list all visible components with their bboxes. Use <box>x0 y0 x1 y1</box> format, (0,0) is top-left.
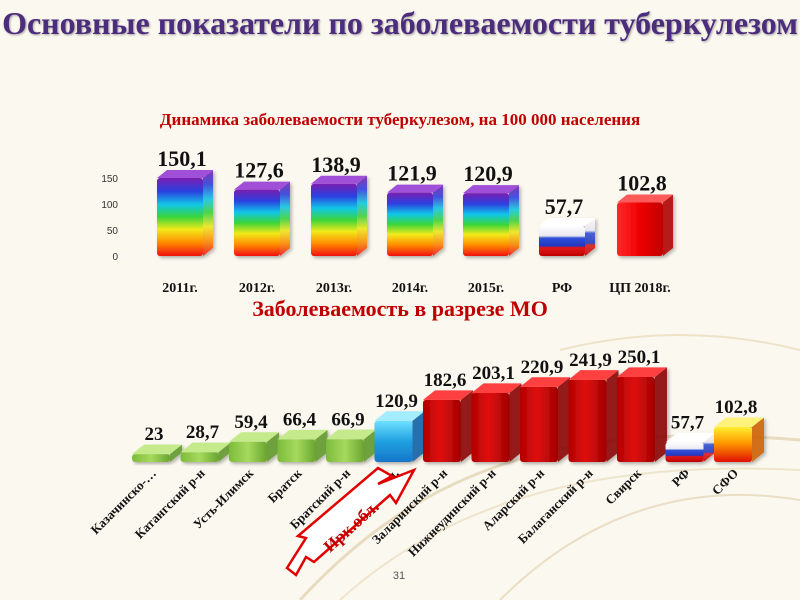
district-bar-3 <box>229 432 279 462</box>
chart1-title: Динамика заболеваемости туберкулезом, на… <box>159 110 641 129</box>
category-label: Нижнеудинский р-н <box>405 465 499 559</box>
y-tick-label: 50 <box>107 226 119 237</box>
value-label: 241,9 <box>569 350 612 371</box>
page-title: Основные показатели по заболеваемости ту… <box>2 5 798 41</box>
value-label: 250,1 <box>618 347 661 368</box>
value-label: 220,9 <box>521 357 564 378</box>
value-label: 28,7 <box>186 422 220 443</box>
bar-4 <box>387 184 443 256</box>
page-number: 31 <box>392 570 406 582</box>
bar-6 <box>539 217 595 256</box>
district-bar-9 <box>520 377 570 462</box>
value-label: 59,4 <box>234 412 268 433</box>
category-label: Братск <box>264 465 305 506</box>
category-label: РФ <box>552 281 572 296</box>
value-label: 102,8 <box>715 397 758 418</box>
value-label: 66,4 <box>283 409 317 430</box>
district-bar-12 <box>665 432 716 462</box>
value-label: 203,1 <box>472 363 515 384</box>
value-label: 66,9 <box>331 409 364 430</box>
district-bar-4 <box>277 429 328 462</box>
district-bar-6 <box>374 411 425 462</box>
value-label: 150,1 <box>157 146 207 171</box>
district-bar-10 <box>568 370 619 462</box>
district-bar-1 <box>132 444 182 462</box>
value-label: 23 <box>145 424 164 445</box>
value-label: 121,9 <box>387 161 437 186</box>
y-tick-label: 0 <box>112 252 118 263</box>
chart2-title: Заболеваемость в разрезе МО <box>252 296 548 321</box>
bar-7 <box>617 194 673 256</box>
value-label: 182,6 <box>424 370 467 391</box>
bar-2 <box>234 181 290 256</box>
category-label: 2015г. <box>468 281 504 296</box>
value-label: 120,9 <box>463 161 513 186</box>
y-tick-label: 100 <box>101 200 118 211</box>
category-label: 2011г. <box>162 281 198 296</box>
district-bar-5 <box>326 429 376 462</box>
category-label: РФ <box>669 466 693 490</box>
value-label: 57,7 <box>671 412 705 433</box>
district-bar-13 <box>714 417 764 462</box>
value-label: 138,9 <box>311 152 361 177</box>
chart1: 0 50 100 150 150,1 2011г. 127,6 2012г. 138,9 2013… <box>101 146 673 296</box>
bar-3 <box>311 175 367 256</box>
bar-5 <box>463 185 519 256</box>
value-label: 57,7 <box>545 194 584 219</box>
district-bar-2 <box>180 442 231 462</box>
district-bar-7 <box>423 390 473 462</box>
y-tick-label: 150 <box>101 174 118 185</box>
category-label: 2012г. <box>239 281 275 296</box>
category-label: 2013г. <box>316 281 352 296</box>
value-label: 120,9 <box>375 391 418 412</box>
category-label: СФО <box>709 466 741 498</box>
category-label: Свирск <box>602 465 644 507</box>
district-bar-11 <box>617 367 667 462</box>
category-label: 2014г. <box>392 281 428 296</box>
value-label: 127,6 <box>234 158 284 183</box>
value-label: 102,8 <box>617 171 667 196</box>
bar-1 <box>157 169 213 256</box>
category-label: ЦП 2018г. <box>609 281 671 296</box>
district-bar-8 <box>471 383 522 462</box>
